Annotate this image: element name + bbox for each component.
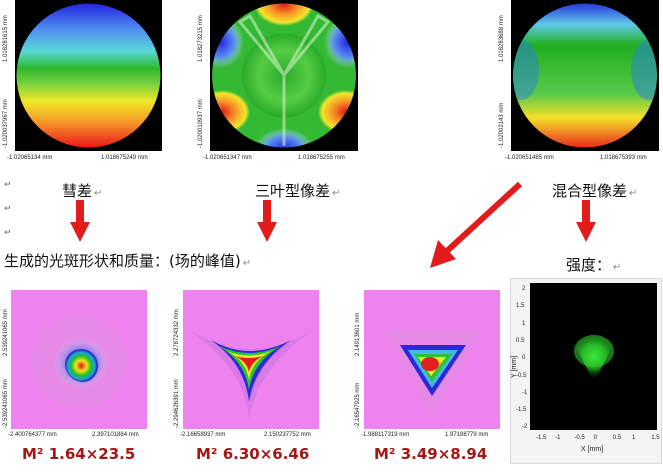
- coma-phase-map: [15, 0, 162, 151]
- x-tick-label: 0: [593, 435, 597, 441]
- trefoil-x-min: -1.020651347 mm: [203, 155, 252, 161]
- field-trefoil-spot: [189, 330, 313, 422]
- y-tick-label: 1.5: [516, 303, 525, 310]
- caption-intensity: 强度： ↵: [566, 254, 621, 275]
- down-arrow-icon: [70, 200, 90, 242]
- diagonal-arrow-icon: [430, 181, 523, 268]
- x-tick-label: -0.5: [574, 435, 585, 441]
- paragraph-mark: ↵: [4, 204, 12, 214]
- paragraph-mark: ↵: [4, 180, 12, 190]
- field-trefoil-y-max: 2.278724332 mm: [174, 309, 180, 356]
- x-tick-label: -1: [555, 435, 561, 441]
- y-tick-label: 2: [522, 286, 526, 292]
- field-mixed-y-min: -2.16547925 mm: [355, 382, 361, 428]
- down-arrow-icon: [576, 200, 596, 242]
- y-tick-label: 0.5: [516, 337, 525, 344]
- paragraph-mark: ↵: [332, 188, 341, 199]
- field-mixed-x-max: 1.97188779 mm: [445, 432, 489, 438]
- field-mixed-spot: [384, 330, 482, 416]
- field-trefoil: [183, 290, 319, 429]
- mixed-x-min: -1.020651485 mm: [505, 155, 554, 161]
- field-trefoil-y-min: -2.294626391 mm: [174, 379, 180, 428]
- field-trefoil-x-min: -2.16658937 mm: [180, 432, 226, 438]
- mixed-phase-map: [511, 0, 659, 151]
- coma-x-max: 1.018675249 mm: [101, 155, 148, 161]
- paragraph-mark: ↵: [629, 188, 638, 199]
- m2-trefoil: M² 6.30×6.46: [196, 445, 310, 463]
- mixed-phase-disk: [513, 3, 657, 148]
- y-tick-label: -0.5: [516, 372, 527, 379]
- field-mixed-y-max: 2.14913601 mm: [355, 312, 361, 356]
- down-arrow-icon: [257, 200, 277, 242]
- x-tick-label: 1.5: [651, 435, 660, 441]
- x-tick-label: -1.5: [536, 435, 547, 441]
- y-tick-label: -1.5: [516, 407, 527, 414]
- intensity-plot: [530, 283, 657, 430]
- field-coma-y-min: -2.539241065 mm: [3, 379, 9, 428]
- caption-mixed-text: 混合型像差: [552, 182, 628, 200]
- caption-coma: 彗差 ↵: [62, 180, 102, 201]
- mixed-x-max: 1.018675393 mm: [600, 155, 647, 161]
- y-tick-label: 1: [522, 320, 526, 327]
- caption-coma-text: 彗差: [62, 182, 93, 200]
- field-mixed: [364, 290, 500, 429]
- caption-trefoil: 三叶型像差 ↵: [255, 180, 340, 201]
- m2-coma: M² 1.64×23.5: [22, 445, 136, 463]
- field-coma: [11, 290, 147, 429]
- paragraph-mark: ↵: [94, 188, 103, 199]
- paragraph-mark: ↵: [613, 262, 622, 273]
- trefoil-x-max: 1.018675255 mm: [298, 155, 345, 161]
- caption-trefoil-text: 三叶型像差: [255, 182, 331, 200]
- field-trefoil-x-max: 2.150237752 mm: [264, 432, 311, 438]
- field-coma-x-min: -2.400764377 mm: [8, 432, 57, 438]
- y-tick-label: 0: [522, 355, 526, 362]
- caption-intensity-text: 强度：: [566, 256, 612, 274]
- caption-mixed: 混合型像差 ↵: [552, 180, 637, 201]
- intensity-x-label: X [mm]: [581, 446, 604, 453]
- y-tick-label: -1: [522, 389, 528, 396]
- paragraph-mark: ↵: [242, 258, 252, 269]
- trefoil-phase-map: [210, 0, 358, 151]
- x-tick-label: 0.5: [612, 435, 622, 441]
- caption-generated-text: 生成的光斑形状和质量：(场的峰值): [4, 252, 241, 270]
- coma-phase-disk: [16, 3, 161, 148]
- caption-generated: 生成的光斑形状和质量：(场的峰值) ↵: [4, 250, 251, 271]
- paragraph-mark: ↵: [4, 228, 12, 238]
- field-coma-x-max: 2.397101884 mm: [92, 432, 139, 438]
- coma-x-min: -1.02065134 mm: [7, 155, 53, 161]
- field-coma-spot: [31, 316, 127, 408]
- field-coma-y-max: 2.539241065 mm: [3, 309, 9, 356]
- y-tick-label: -2: [522, 424, 528, 431]
- intensity-green-spot: [570, 335, 618, 383]
- field-mixed-x-min: -1.988117319 mm: [361, 432, 410, 438]
- trefoil-phase-disk: [212, 3, 356, 148]
- m2-mixed: M² 3.49×8.94: [374, 445, 488, 463]
- x-tick-label: 1: [632, 435, 636, 441]
